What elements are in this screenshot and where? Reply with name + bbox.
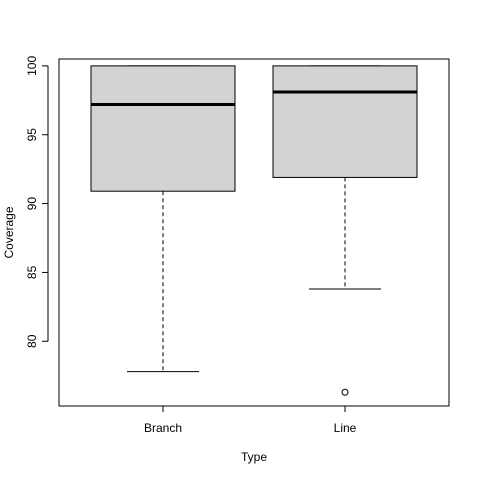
x-axis: Branch Line	[144, 405, 357, 435]
y-tick-label: 95	[25, 128, 39, 142]
y-tick-label: 85	[25, 265, 39, 279]
x-tick-label: Branch	[144, 421, 182, 435]
y-tick-label: 90	[25, 197, 39, 211]
y-tick-label: 80	[25, 334, 39, 348]
boxes-layer	[90, 65, 418, 396]
iqr-box	[272, 65, 418, 178]
box-branch	[90, 65, 236, 373]
iqr-box	[90, 65, 236, 192]
x-tick-label: Line	[334, 421, 357, 435]
y-axis: 80 85 90 95 100	[25, 56, 49, 348]
x-axis-label: Type	[241, 450, 267, 464]
y-tick-label: 100	[25, 56, 39, 76]
outlier-point	[341, 388, 349, 396]
y-axis-label: Coverage	[2, 206, 16, 258]
box-line	[272, 65, 418, 396]
